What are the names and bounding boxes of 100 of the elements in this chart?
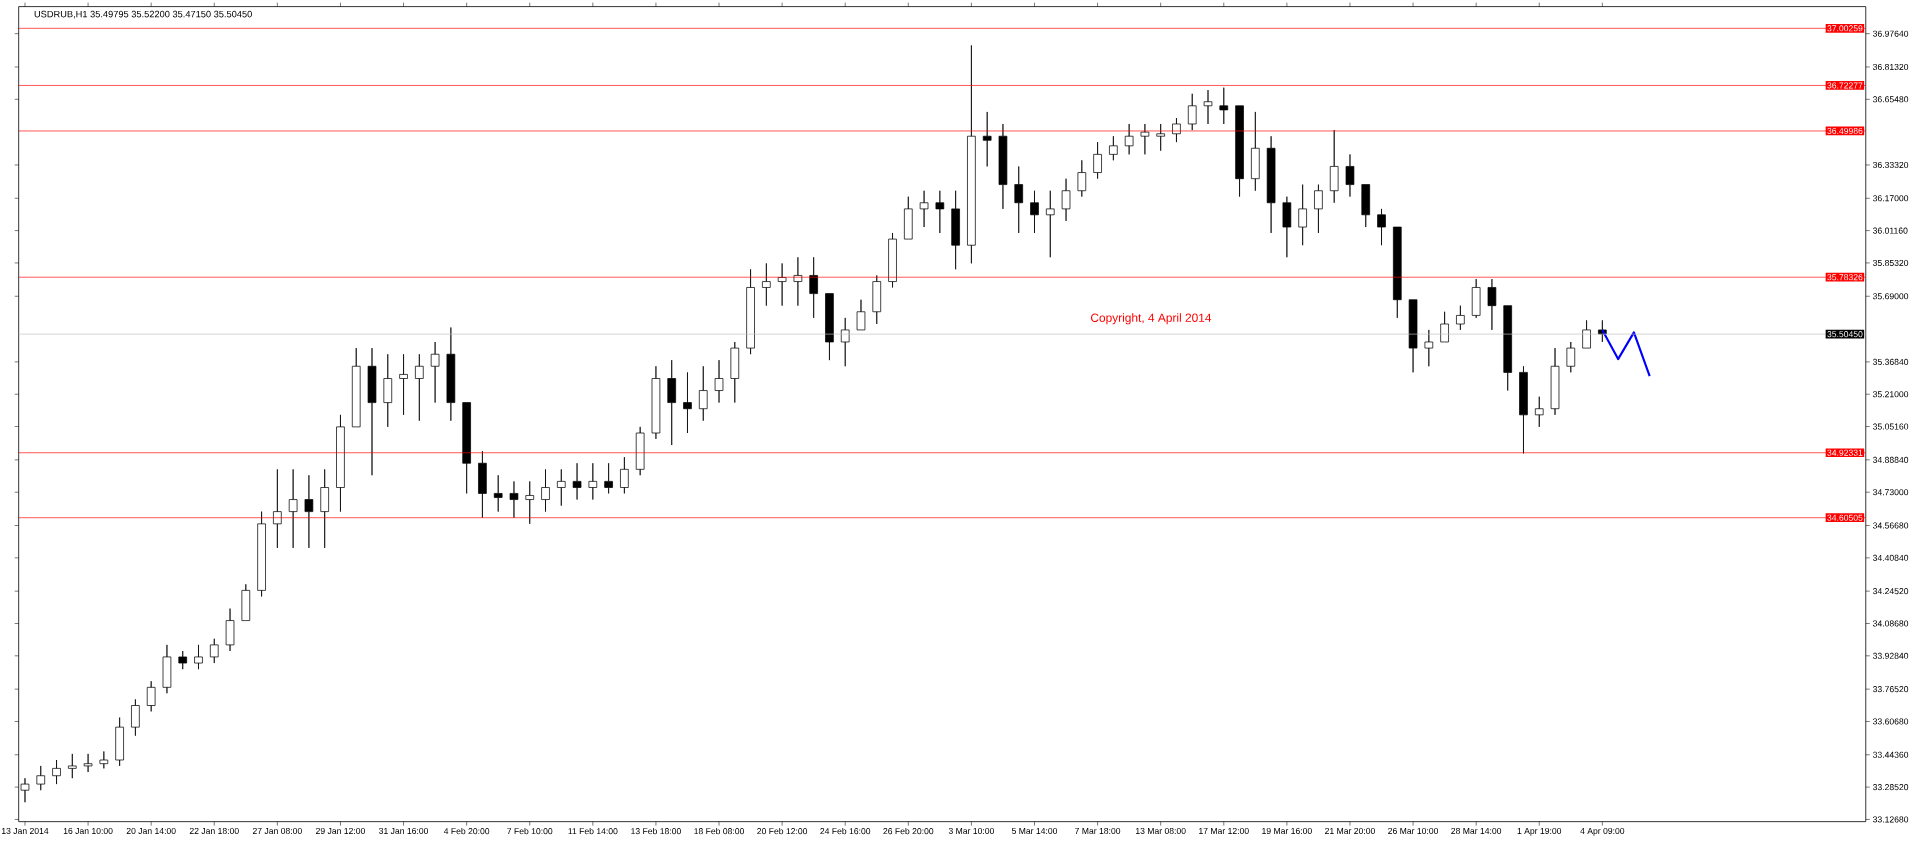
line-series <box>1601 329 1651 378</box>
candlestick <box>825 293 834 361</box>
candlestick <box>194 644 203 670</box>
x-tick-label: 13 Jan 2014 <box>1 828 49 835</box>
chart-title: USDRUB,H1 35.49795 35.52200 35.47150 35.50450 <box>34 11 252 19</box>
candlestick <box>1014 166 1024 234</box>
candlestick <box>351 347 361 428</box>
candlestick <box>36 765 46 791</box>
candlestick <box>1566 341 1576 374</box>
y-tick-label: 35.69000 <box>1872 293 1909 300</box>
y-tick-label: 35.21000 <box>1872 391 1909 398</box>
ref-line-label: 35.50450 <box>1827 331 1863 338</box>
y-tick-label: 36.65480 <box>1872 96 1909 103</box>
candlestick <box>509 481 519 519</box>
x-tick-label: 22 Jan 18:00 <box>189 828 239 835</box>
x-tick-label: 4 Feb 20:00 <box>443 828 490 835</box>
x-tick-label: 28 Mar 14:00 <box>1451 828 1502 835</box>
x-tick-label: 7 Mar 18:00 <box>1075 828 1121 835</box>
ref-line-label: 35.78326 <box>1827 274 1863 281</box>
candlestick <box>1424 329 1434 367</box>
candlestick <box>872 275 882 325</box>
candlestick <box>52 759 61 785</box>
candlestick <box>67 753 77 779</box>
candlestick <box>967 45 976 265</box>
candlestick <box>1550 347 1560 416</box>
candlestick <box>998 123 1008 210</box>
candlestick <box>903 196 913 240</box>
candlestick <box>99 751 109 769</box>
candlestick <box>1266 136 1276 234</box>
y-tick-label: 36.81320 <box>1872 64 1909 71</box>
candlestick <box>1487 278 1497 331</box>
candlestick <box>1109 136 1118 161</box>
candlestick <box>1534 396 1544 428</box>
candlestick <box>1519 366 1528 455</box>
ref-line-label: 34.60505 <box>1827 514 1863 521</box>
candlestick <box>320 469 329 549</box>
ref-line-label: 37.00259 <box>1827 25 1863 32</box>
x-tick-label: 3 Mar 10:00 <box>948 828 994 835</box>
candlestick <box>146 681 156 713</box>
x-tick-label: 18 Feb 08:00 <box>694 828 745 835</box>
candlestick <box>982 111 992 168</box>
x-tick-label: 5 Mar 14:00 <box>1011 828 1058 835</box>
candlestick <box>1124 123 1134 155</box>
candlestick <box>1377 208 1386 246</box>
candlestick <box>588 463 598 501</box>
candlestick <box>698 366 708 422</box>
candlestick <box>241 584 251 622</box>
x-tick-label: 20 Jan 14:00 <box>126 828 176 835</box>
candlestick <box>1503 305 1513 392</box>
candlestick <box>493 475 503 513</box>
candlestick <box>1298 184 1307 246</box>
candlestick <box>525 481 535 525</box>
y-tick-label: 33.12680 <box>1872 816 1909 823</box>
candlestick <box>83 753 93 773</box>
candlestick <box>888 232 897 289</box>
candlestick <box>1471 278 1481 319</box>
candlestick <box>620 456 629 495</box>
candlestick <box>1314 184 1323 234</box>
y-tick-label: 35.36840 <box>1872 359 1909 366</box>
x-tick-label: 26 Feb 20:00 <box>883 828 934 835</box>
ref-line-label: 36.49986 <box>1827 128 1863 135</box>
candlestick <box>1345 154 1355 198</box>
candlestick <box>856 299 866 331</box>
candlestick <box>288 469 298 549</box>
ref-line-label: 36.72277 <box>1827 82 1863 89</box>
candlestick <box>178 650 188 670</box>
candlestick <box>1456 305 1465 331</box>
candlestick <box>336 414 345 513</box>
candlestick <box>1282 196 1292 258</box>
y-tick-label: 36.33320 <box>1872 162 1909 169</box>
x-tick-label: 29 Jan 12:00 <box>316 828 365 835</box>
y-tick-label: 33.92840 <box>1872 653 1909 660</box>
candlestick <box>919 190 929 228</box>
x-tick-label: 27 Jan 08:00 <box>252 828 302 835</box>
candlestick <box>935 190 945 234</box>
y-tick-label: 33.44360 <box>1872 752 1909 759</box>
x-tick-label: 26 Mar 10:00 <box>1388 828 1439 835</box>
y-tick-label: 33.76520 <box>1872 686 1909 693</box>
candlestick <box>1077 160 1087 198</box>
y-tick-label: 36.97640 <box>1872 30 1909 37</box>
y-tick-label: 33.60680 <box>1872 718 1909 725</box>
candlestick <box>1392 226 1402 319</box>
candlestick <box>1361 184 1371 228</box>
candlestick <box>1251 111 1260 192</box>
candlestick <box>1235 105 1244 198</box>
candlestick <box>383 354 393 428</box>
candlestick <box>746 269 755 355</box>
candlestick <box>714 360 724 404</box>
candlestick <box>572 463 582 501</box>
candlestick <box>415 354 424 422</box>
candlestick <box>651 366 661 440</box>
x-tick-label: 16 Jan 10:00 <box>63 828 113 835</box>
y-tick-label: 35.05160 <box>1872 423 1909 430</box>
candlestick <box>951 190 960 270</box>
candlestick <box>1045 190 1055 258</box>
candlestick <box>667 360 677 446</box>
candlestick <box>115 717 124 767</box>
x-tick-label: 20 Feb 12:00 <box>757 828 808 835</box>
candlestick <box>399 354 408 416</box>
x-tick-label: 11 Feb 14:00 <box>568 828 618 835</box>
